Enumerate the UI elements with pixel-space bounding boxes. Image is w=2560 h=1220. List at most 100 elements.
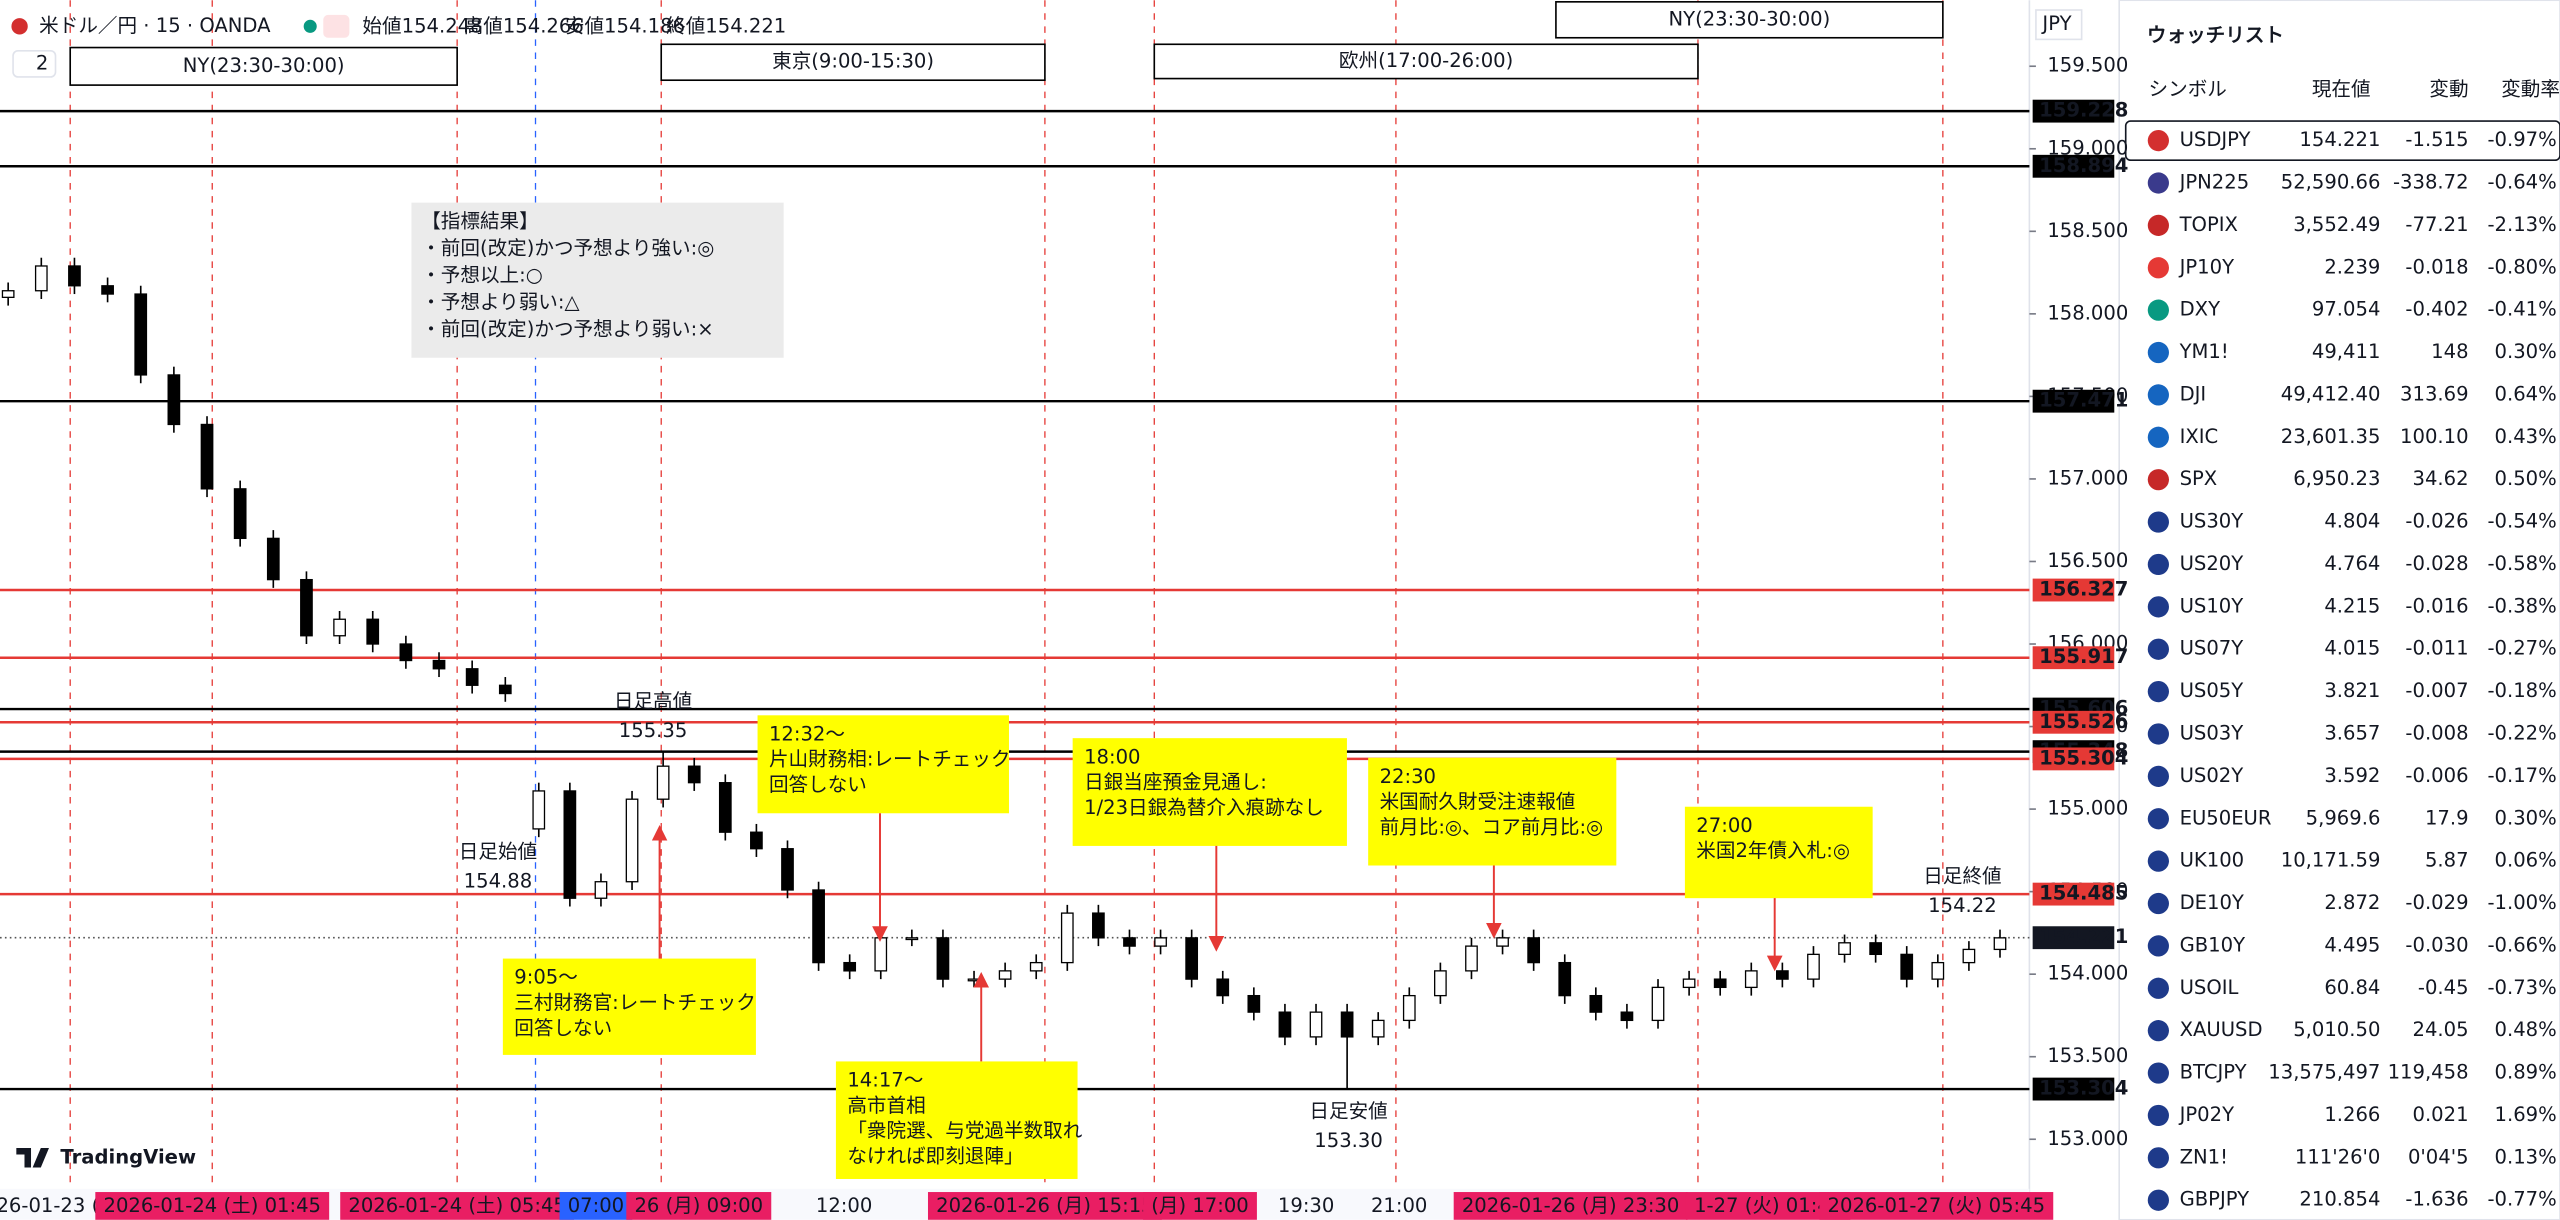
watchlist-price: 4.495 (2324, 933, 2380, 956)
legend-line: ・前回(改定)かつ予想より弱い:× (421, 317, 713, 340)
watchlist-symbol: USOIL (2180, 976, 2239, 999)
candle-body (233, 488, 247, 540)
watchlist-change: -0.018 (2405, 255, 2468, 278)
price-line-label: 159.228 (2039, 99, 2128, 122)
candle-body (1371, 1019, 1385, 1038)
candle-body (1123, 937, 1136, 947)
event-text: 「衆院選、与党過半数取れ (847, 1119, 1082, 1142)
watchlist-change-pct: -2.13% (2487, 213, 2556, 236)
candle-body (1154, 937, 1167, 947)
candle-body (998, 970, 1012, 980)
watchlist-symbol: SPX (2180, 467, 2218, 490)
x-tick-highlight (340, 1192, 575, 1220)
status-dot (303, 19, 317, 33)
y-tick-label: 156.500 (2047, 549, 2128, 572)
x-tick-label: 2026-01-27 (火) 05:45 (1828, 1194, 2046, 1217)
watchlist-symbol: YM1! (2179, 340, 2229, 363)
symbol-icon (2147, 384, 2169, 406)
x-tick-label: 21:00 (1371, 1194, 1427, 1217)
watchlist-price: 49,411 (2312, 340, 2381, 363)
symbol-icon (2147, 257, 2169, 279)
symbol-icon (2147, 765, 2169, 787)
session-label: 欧州(17:00-26:00) (1339, 49, 1513, 72)
x-tick-label: 2026-01-23 (金) (0, 1194, 126, 1217)
watchlist-panel (2118, 0, 2560, 1220)
candle-body (625, 798, 639, 883)
event-text: 米国耐久財受注速報値 (1380, 790, 1576, 813)
event-text: 12:32～ (769, 722, 845, 745)
symbol-icon (2147, 1189, 2169, 1211)
candle-body (1060, 912, 1074, 964)
candle-body (1278, 1011, 1292, 1038)
candle-body (1402, 994, 1416, 1022)
watchlist-change-pct: 0.64% (2495, 382, 2557, 405)
x-tick-highlight (95, 1192, 330, 1220)
session-box (1555, 1, 1944, 39)
event-text: 14:17～ (847, 1069, 923, 1092)
watchlist-symbol: DE10Y (2180, 891, 2244, 914)
event-text: 1/23日銀為替介入痕跡なし (1084, 796, 1324, 819)
watchlist-change-pct: -0.97% (2487, 128, 2556, 151)
ohlc-value: 154.221 (705, 14, 786, 37)
symbol-icon (2147, 680, 2169, 703)
candle-body (1247, 994, 1261, 1013)
candle-body (1496, 937, 1509, 947)
candle-body (1869, 942, 1883, 956)
watchlist-change-pct: -0.80% (2487, 255, 2556, 278)
event-box (1072, 738, 1347, 846)
watchlist-change-pct: -0.41% (2487, 298, 2556, 321)
watchlist-symbol: TOPIX (2179, 213, 2238, 236)
candle-body (874, 937, 888, 972)
watchlist-symbol: IXIC (2180, 425, 2219, 448)
status-icon (323, 14, 350, 38)
candle-body (563, 790, 577, 899)
price-line-label: 156.327 (2039, 578, 2128, 601)
watchlist-change-pct: -1.00% (2487, 891, 2556, 914)
candle-body (1838, 942, 1851, 956)
candle-body (532, 790, 546, 830)
watchlist-price: 111'26'0 (2295, 1145, 2381, 1168)
x-tick-label: (月) 17:00 (1151, 1194, 1249, 1217)
ohlc-value: 154.186 (604, 14, 685, 37)
watchlist-price: 3.657 (2324, 721, 2380, 744)
x-tick-label: 2026-01-26 (月) 23:30 (1462, 1194, 1680, 1217)
event-box (835, 1061, 1078, 1179)
price-line-label: 157.471 (2039, 389, 2128, 412)
watchlist-price: 4.015 (2324, 637, 2380, 660)
ohlc-label: 始値 (362, 14, 401, 37)
price-line-label: 153.304 (2039, 1077, 2128, 1100)
event-text: 米国2年債入札:◎ (1696, 839, 1850, 862)
event-text: 日銀当座預金見通し: (1084, 771, 1267, 794)
watchlist-change-pct: -0.38% (2487, 594, 2556, 617)
symbol-name: 米ドル／円 · 15 · OANDA (39, 14, 271, 37)
ohlc-item: 始値154.248 (362, 14, 482, 37)
symbol-icon (2147, 1147, 2169, 1169)
watchlist-price: 3,552.49 (2293, 213, 2380, 236)
legend-box (411, 202, 784, 358)
watchlist-change: 0'04'5 (2408, 1145, 2469, 1168)
watchlist-change-pct: 0.50% (2495, 467, 2557, 490)
y-tick-label: 153.000 (2047, 1127, 2128, 1150)
event-box (757, 715, 1009, 814)
symbol-icon (2147, 1020, 2169, 1042)
watchlist-change: -0.007 (2405, 679, 2468, 702)
symbol-icon (2147, 172, 2169, 194)
candle-body (812, 889, 825, 964)
watchlist-price: 154.221 (2299, 128, 2380, 151)
watchlist-symbol: JP02Y (2178, 1103, 2234, 1126)
watchlist-column: 現在値 (2312, 78, 2371, 101)
x-tick-highlight (559, 1192, 633, 1220)
watchlist-change-pct: 0.30% (2495, 806, 2557, 829)
watchlist-change-pct: 1.69% (2495, 1103, 2557, 1126)
candle-body (1434, 970, 1447, 997)
daily-label-title: 日足高値 (614, 690, 692, 713)
watchlist-change: -0.008 (2405, 721, 2468, 744)
session-label: 東京(9:00-15:30) (772, 50, 934, 73)
watchlist-change: 24.05 (2413, 1018, 2469, 1041)
candle-body (1682, 978, 1696, 989)
legend-line: ・前回(改定)かつ予想より強い:◎ (421, 237, 714, 260)
candle-body (750, 831, 763, 850)
watchlist-price: 5,010.50 (2293, 1018, 2380, 1041)
watchlist-change: -0.45 (2418, 976, 2469, 999)
